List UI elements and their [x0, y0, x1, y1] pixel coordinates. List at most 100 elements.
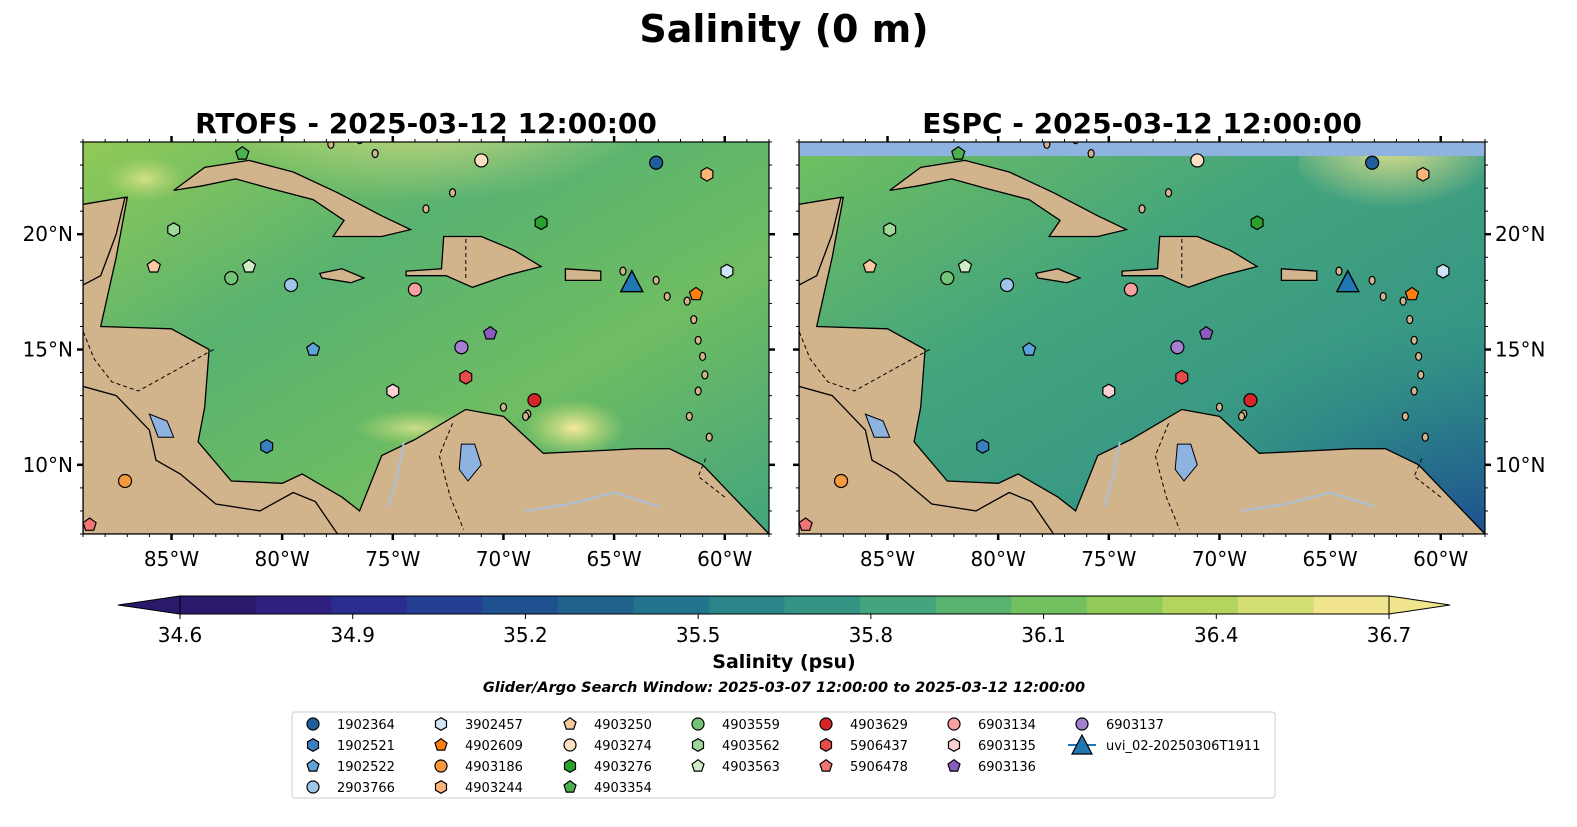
small-island — [1368, 275, 1376, 285]
small-island — [690, 314, 698, 325]
legend-marker — [947, 758, 961, 772]
colorbar-segment — [860, 596, 937, 614]
small-island — [1406, 314, 1414, 325]
colorbar-extend-min — [117, 595, 181, 615]
float-6903134 — [407, 282, 423, 297]
legend-label: 6903137 — [1106, 718, 1164, 733]
float-1902364 — [1365, 155, 1380, 170]
river-line — [387, 441, 405, 507]
legend-label: 4903629 — [850, 718, 908, 733]
float-4903250 — [146, 258, 162, 273]
border-line — [799, 330, 930, 392]
legend-marker — [691, 758, 705, 772]
jamaica-island — [318, 268, 366, 284]
legend-label: 4903244 — [465, 781, 523, 796]
legend-label: 6903136 — [978, 760, 1036, 775]
pacific-coast-strip — [799, 385, 1055, 534]
colorbar-segment — [180, 596, 257, 614]
no-data-band — [799, 142, 1485, 156]
colorbar-segment — [1086, 596, 1163, 614]
map-panels: RTOFS - 2025-03-12 12:00:00 85°W 80°W 75°W 7… — [23, 107, 1546, 571]
lake-maracaibo — [1174, 443, 1198, 482]
legend-marker — [434, 717, 448, 731]
small-island — [521, 411, 530, 421]
float-4903250 — [862, 258, 878, 273]
colorbar-segment — [255, 596, 332, 614]
float-5906478 — [798, 517, 813, 531]
legend-label: 6903134 — [978, 718, 1036, 733]
border-line — [438, 423, 465, 530]
float-2903766 — [283, 277, 299, 293]
small-island — [327, 142, 335, 149]
colorbar-tick-label: 34.6 — [158, 623, 203, 647]
figure-title: Salinity (0 m) — [639, 7, 928, 51]
y-tick-label: 15°N — [23, 338, 73, 362]
legend-marker — [1075, 717, 1089, 731]
map-frame — [82, 141, 770, 535]
colorbar-segment — [784, 596, 861, 614]
float-6903134 — [1123, 282, 1139, 297]
small-island — [1421, 432, 1429, 442]
y-tick-label: 15°N — [1495, 338, 1545, 362]
legend-marker — [434, 737, 448, 751]
legend-marker — [306, 780, 320, 794]
colorbar-tick-label: 35.5 — [676, 623, 721, 647]
float-2903766 — [999, 277, 1015, 293]
float-1902522 — [1021, 341, 1037, 356]
float-6903136 — [482, 325, 498, 340]
legend-label: 1902522 — [337, 760, 395, 775]
float-4903186 — [117, 473, 133, 489]
legend-label: 4903274 — [594, 739, 652, 754]
float-5906437 — [1175, 369, 1189, 385]
small-island — [694, 386, 702, 396]
panel-espc: ESPC - 2025-03-12 12:00:00 85°W 80°W 75°W 70… — [793, 107, 1545, 571]
float-4903274 — [474, 153, 489, 168]
float-5906437 — [459, 369, 473, 385]
small-island — [701, 370, 709, 380]
float-1902521 — [260, 438, 274, 454]
lake-nicaragua — [148, 413, 175, 438]
y-tick-label: 20°N — [1495, 222, 1545, 246]
legend-label: uvi_02-20250306T1911 — [1106, 739, 1260, 754]
legend-label: 4903186 — [465, 760, 523, 775]
legend-label: 4903562 — [722, 739, 780, 754]
float-6903137 — [454, 340, 469, 355]
legend-marker — [306, 717, 320, 731]
small-island — [448, 188, 457, 198]
colorbar-tick-label: 36.7 — [1367, 623, 1412, 647]
legend-label: 4903276 — [594, 760, 652, 775]
float-1902522 — [305, 341, 321, 356]
float-4903559 — [940, 270, 955, 286]
legend-marker — [563, 759, 577, 773]
legend-label: 2903766 — [337, 781, 395, 796]
small-island — [1401, 411, 1409, 421]
x-tick-label: 60°W — [1413, 547, 1468, 571]
legend-marker — [563, 738, 577, 752]
float-3902457 — [720, 263, 734, 279]
salinity-field — [83, 142, 769, 534]
colorbar-segment — [406, 596, 483, 614]
x-tick-label: 65°W — [1302, 547, 1357, 571]
colorbar-segment — [633, 596, 710, 614]
small-island — [619, 266, 627, 276]
float-4902609 — [1404, 286, 1420, 301]
float-6903135 — [1102, 383, 1116, 399]
legend-marker — [563, 716, 577, 730]
float-4903563 — [957, 258, 973, 273]
legend-marker — [947, 738, 961, 752]
colorbar-segment — [1313, 596, 1390, 614]
legend-marker — [691, 738, 705, 752]
float-4903559 — [224, 270, 239, 286]
legend-marker — [434, 780, 448, 794]
colorbar-tick-label: 35.2 — [503, 623, 548, 647]
y-tick-label: 20°N — [23, 222, 73, 246]
high-salinity-north — [233, 142, 633, 282]
legend-label: 1902364 — [337, 718, 395, 733]
small-island — [1335, 266, 1343, 276]
small-island — [694, 335, 702, 345]
small-island — [1410, 335, 1418, 345]
float-4902609 — [688, 286, 704, 301]
puerto-rico-island — [564, 268, 602, 282]
colorbar-frame — [179, 595, 1390, 615]
float-markers — [82, 145, 734, 531]
